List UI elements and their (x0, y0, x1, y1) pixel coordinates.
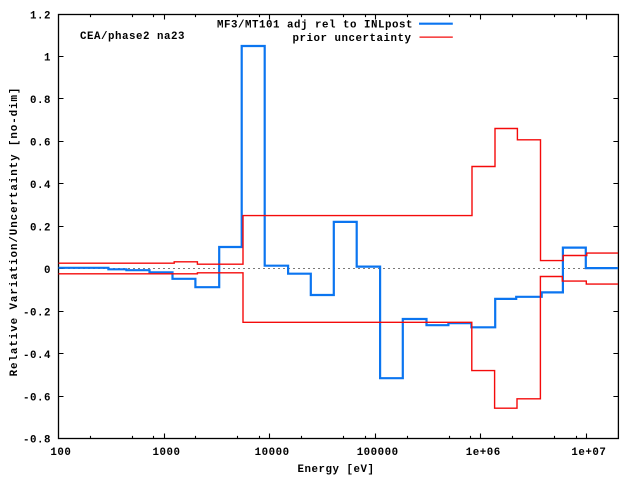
svg-text:-0.4: -0.4 (23, 350, 51, 362)
svg-text:Energy [eV]: Energy [eV] (298, 464, 375, 476)
svg-text:1: 1 (44, 53, 51, 65)
svg-text:0.6: 0.6 (30, 138, 51, 150)
svg-text:0.4: 0.4 (30, 180, 51, 192)
svg-text:0.8: 0.8 (30, 95, 51, 107)
svg-text:-0.8: -0.8 (23, 435, 51, 447)
svg-text:0: 0 (44, 265, 51, 277)
svg-text:-0.2: -0.2 (23, 307, 51, 319)
svg-text:-0.6: -0.6 (23, 392, 51, 404)
svg-text:MF3/MT101 adj rel to INLpost: MF3/MT101 adj rel to INLpost (217, 20, 413, 32)
svg-text:1e+07: 1e+07 (571, 447, 606, 459)
svg-text:1000: 1000 (153, 447, 181, 459)
svg-text:CEA/phase2 na23: CEA/phase2 na23 (80, 31, 185, 43)
svg-text:10000: 10000 (255, 447, 290, 459)
svg-text:1.2: 1.2 (30, 10, 51, 22)
svg-text:1e+06: 1e+06 (466, 447, 501, 459)
svg-text:prior uncertainty: prior uncertainty (293, 33, 412, 45)
svg-text:100: 100 (50, 447, 71, 459)
svg-text:0.2: 0.2 (30, 223, 51, 235)
svg-text:100000: 100000 (357, 447, 399, 459)
svg-text:Relative Variation/Uncertainty: Relative Variation/Uncertainty [no-dim] (9, 87, 21, 377)
